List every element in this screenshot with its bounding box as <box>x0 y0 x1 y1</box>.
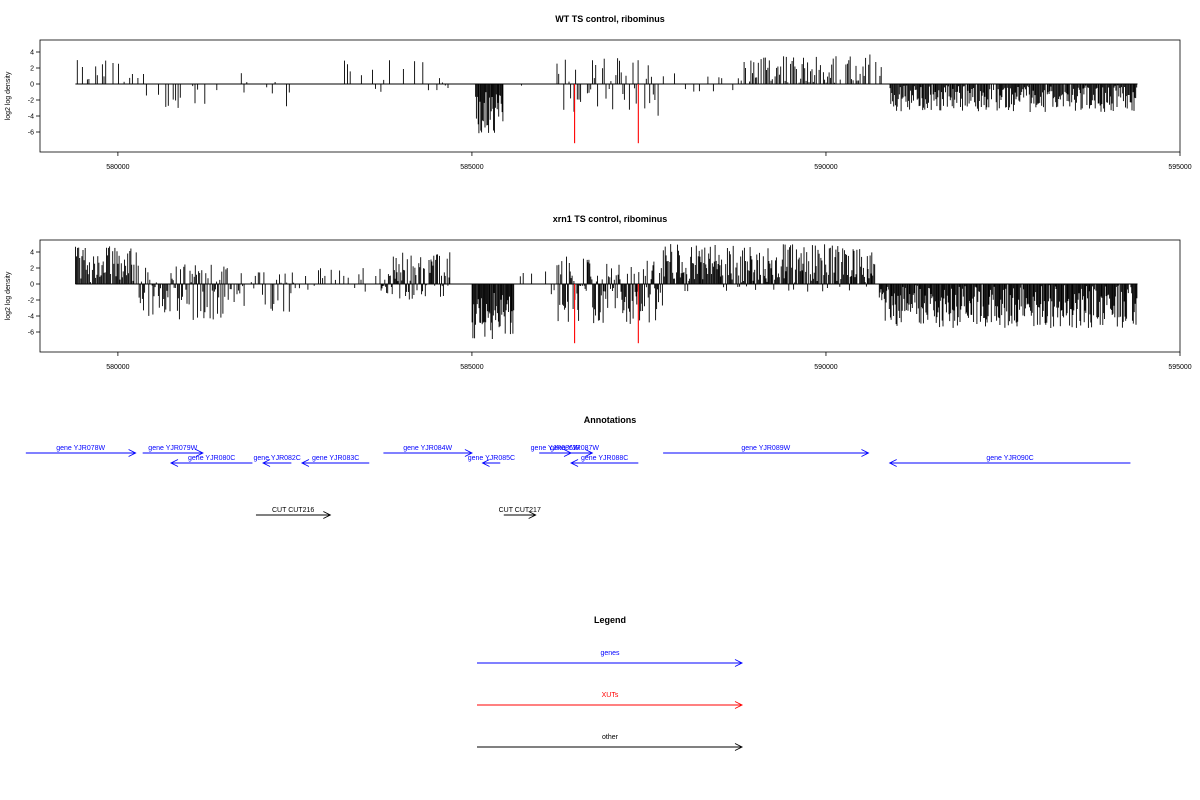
y-tick-label: 0 <box>30 282 34 289</box>
feature-arrowhead <box>888 459 897 467</box>
wt-track-panel: WT TS control, ribominus log2 log densit… <box>5 14 1192 171</box>
feature-label: gene YJR078W <box>56 445 105 452</box>
annotation-feature: gene YJR087W <box>550 445 599 457</box>
annotation-features: gene YJR078W gene YJR079W gene YJR080C gene… <box>25 445 1131 519</box>
y-tick-label: -2 <box>28 98 34 105</box>
feature-label: gene YJR089W <box>741 445 790 452</box>
y-tick-label: -6 <box>28 130 34 137</box>
annotation-feature: gene YJR090C <box>888 455 1131 467</box>
feature-label: gene YJR079W <box>148 445 197 452</box>
feature-label: gene YJR080C <box>188 455 235 462</box>
y-tick-label: -4 <box>28 114 34 121</box>
legend-item: XUTs <box>477 692 744 709</box>
wt-panel-title: WT TS control, ribominus <box>555 14 665 24</box>
feature-label: gene YJR086W <box>531 445 580 452</box>
xrn1-track-panel: xrn1 TS control, ribominus log2 log dens… <box>5 214 1192 371</box>
annotation-feature: CUT CUT216 <box>255 507 332 519</box>
feature-label: gene YJR088C <box>581 455 628 462</box>
feature-arrowhead <box>861 449 870 457</box>
xrn1-panel-title: xrn1 TS control, ribominus <box>553 214 668 224</box>
x-tick-label: 595000 <box>1168 364 1191 371</box>
annotation-feature: CUT CUT217 <box>499 507 541 519</box>
legend-label: other <box>602 734 619 741</box>
feature-label: CUT CUT216 <box>272 507 314 514</box>
xrn1-data-bars <box>75 244 1138 344</box>
annotation-feature: gene YJR080C <box>169 455 253 467</box>
feature-arrowhead <box>528 511 537 519</box>
annotation-feature: gene YJR083C <box>300 455 370 467</box>
y-tick-label: 4 <box>30 250 34 257</box>
annotations-title: Annotations <box>584 415 637 425</box>
x-tick-label: 585000 <box>460 364 483 371</box>
y-tick-label: 2 <box>30 66 34 73</box>
feature-arrowhead <box>481 459 490 467</box>
y-tick-label: 0 <box>30 82 34 89</box>
annotation-feature: gene YJR085C <box>468 455 515 467</box>
feature-arrowhead <box>585 449 594 457</box>
feature-arrowhead <box>323 511 332 519</box>
annotation-feature: gene YJR089W <box>663 445 870 457</box>
annotation-feature: gene YJR088C <box>570 455 639 467</box>
feature-arrowhead <box>262 459 271 467</box>
x-tick-label: 580000 <box>106 364 129 371</box>
wt-y-axis-label: log2 log density <box>5 71 12 120</box>
x-tick-label: 580000 <box>106 164 129 171</box>
y-tick-label: -4 <box>28 314 34 321</box>
feature-label: gene YJR085C <box>468 455 515 462</box>
y-tick-label: -2 <box>28 298 34 305</box>
annotation-feature: gene YJR079W <box>142 445 204 457</box>
feature-arrowhead <box>570 459 579 467</box>
wt-data-bars <box>75 54 1138 144</box>
legend-title: Legend <box>594 615 626 625</box>
legend-arrowhead <box>734 659 744 667</box>
legend-panel: Legend genes XUTs other <box>477 615 744 751</box>
xrn1-axes: 4 2 0 -2 -4 -6 580000 585000 590000 595000 <box>28 250 1192 372</box>
feature-arrowhead <box>300 459 310 467</box>
feature-arrowhead <box>464 449 473 457</box>
wt-axes: 4 2 0 -2 -4 -6 580000 585000 590000 595000 <box>28 50 1192 172</box>
feature-label: CUT CUT217 <box>499 507 541 514</box>
y-tick-label: 2 <box>30 266 34 273</box>
annotation-feature: gene YJR084W <box>383 445 473 457</box>
legend-label: XUTs <box>602 692 619 699</box>
feature-arrowhead <box>128 449 137 457</box>
wt-plot-frame <box>39 39 1181 153</box>
x-tick-label: 590000 <box>814 364 837 371</box>
feature-label: gene YJR087W <box>550 445 599 452</box>
legend-item: genes <box>477 650 744 667</box>
annotation-feature: gene YJR078W <box>25 445 137 457</box>
legend-item: other <box>477 734 744 751</box>
xrn1-y-axis-label: log2 log density <box>5 271 12 320</box>
feature-arrowhead <box>195 449 204 457</box>
xrn1-plot-frame <box>39 239 1181 353</box>
legend-label: genes <box>600 650 620 657</box>
legend-arrowhead <box>734 701 744 709</box>
x-tick-label: 595000 <box>1168 164 1191 171</box>
feature-label: gene YJR082C <box>254 455 301 462</box>
feature-label: gene YJR084W <box>403 445 452 452</box>
y-tick-label: -6 <box>28 330 34 337</box>
legend-arrowhead <box>734 743 744 751</box>
y-tick-label: 4 <box>30 50 34 57</box>
annotations-panel: Annotations gene YJR078W gene YJR079Wgene… <box>25 415 1131 519</box>
feature-label: gene YJR090C <box>986 455 1033 462</box>
annotation-feature: gene YJR082C <box>254 455 301 467</box>
feature-label: gene YJR083C <box>312 455 359 462</box>
x-tick-label: 590000 <box>814 164 837 171</box>
legend-items: genes XUTs other <box>477 650 744 751</box>
x-tick-label: 585000 <box>460 164 483 171</box>
feature-arrowhead <box>169 459 179 467</box>
